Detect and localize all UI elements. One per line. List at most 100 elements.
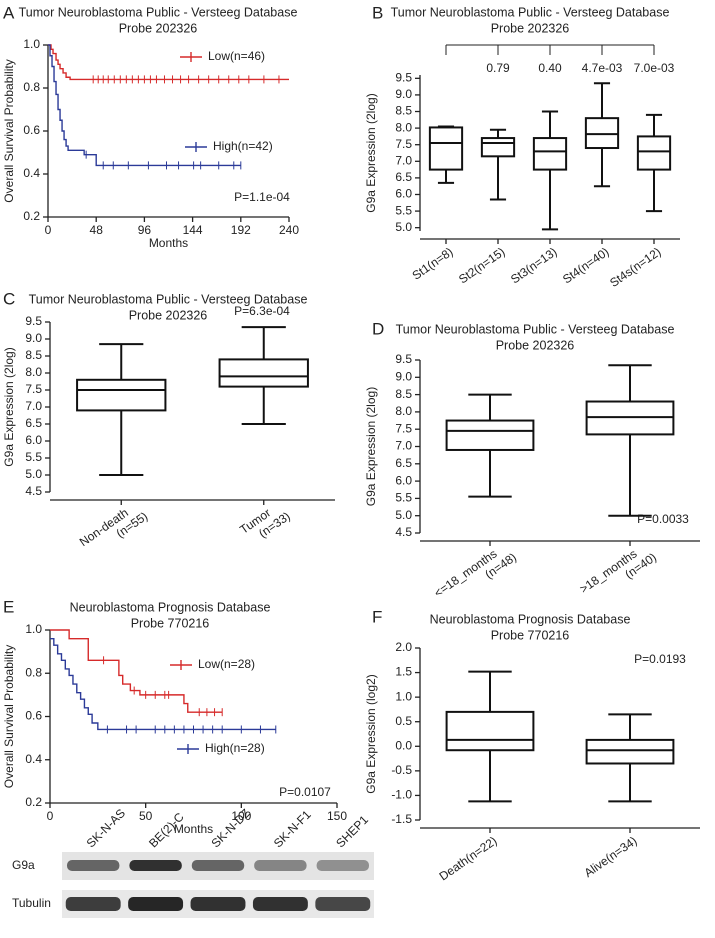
y-tick-label: 5.0 xyxy=(395,508,412,522)
y-tick-label: 6.0 xyxy=(25,433,42,447)
p-value: 0.40 xyxy=(538,61,562,75)
y-axis-label: Overall Survival Probability xyxy=(2,59,16,202)
annotation: P=0.0107 xyxy=(279,785,331,799)
y-axis-label: Overall Survival Probability xyxy=(2,645,16,788)
x-tick-label: 50 xyxy=(139,809,153,823)
box xyxy=(445,710,535,752)
band xyxy=(190,897,246,911)
y-tick-label: 1.0 xyxy=(25,622,42,636)
y-tick-label: -0.5 xyxy=(391,763,412,777)
x-tick-label-group: St2(n=15) xyxy=(456,245,507,287)
x-tick-label: St3(n=13) xyxy=(508,245,559,287)
lane-label: SK-N-F1 xyxy=(271,807,314,850)
y-axis-label: G9a Expression (2log) xyxy=(364,387,378,506)
chart-subtitle: Probe 202326 xyxy=(496,338,575,352)
y-tick-label: 6.0 xyxy=(395,473,412,487)
box xyxy=(636,135,672,171)
x-tick-label: St2(n=15) xyxy=(456,245,507,287)
y-axis-label: G9a Expression (log2) xyxy=(364,674,378,793)
y-tick-label: 7.5 xyxy=(395,137,412,151)
y-tick-label: 1.0 xyxy=(395,689,412,703)
p-value: 7.0e-03 xyxy=(634,61,675,75)
y-tick-label: 0.8 xyxy=(23,80,40,94)
survival-curve xyxy=(50,637,276,731)
y-tick-label: 0.6 xyxy=(25,709,42,723)
x-tick-label: Alive(n=34) xyxy=(582,834,640,880)
x-tick-label: St4(n=40) xyxy=(560,245,611,287)
chart-subtitle: Probe 202326 xyxy=(129,308,208,322)
band xyxy=(315,897,371,911)
y-tick-label: 5.0 xyxy=(25,467,42,481)
y-tick-label: -1.0 xyxy=(391,788,412,802)
y-tick-label: 5.0 xyxy=(395,220,412,234)
x-tick-label-group: <=18_months(n=48) xyxy=(431,547,519,601)
annotation: P=6.3e-04 xyxy=(234,304,290,318)
y-tick-label: 8.0 xyxy=(395,404,412,418)
p-value: 0.79 xyxy=(486,61,510,75)
x-tick-label: 0 xyxy=(47,809,54,823)
band xyxy=(129,860,182,871)
y-tick-label: 6.5 xyxy=(395,170,412,184)
band xyxy=(316,860,370,871)
y-tick-label: 0.4 xyxy=(23,166,40,180)
y-tick-label: 1.0 xyxy=(23,37,40,51)
x-tick-label: 192 xyxy=(231,223,251,237)
box xyxy=(428,126,464,171)
box xyxy=(218,358,309,388)
p-value: 4.7e-03 xyxy=(582,61,623,75)
y-tick-label: 8.0 xyxy=(395,120,412,134)
y-tick-label: 7.0 xyxy=(395,153,412,167)
y-tick-label: 0.2 xyxy=(23,209,40,223)
legend-label: High(n=28) xyxy=(205,741,265,755)
x-tick-label: 48 xyxy=(90,223,104,237)
box xyxy=(445,419,535,451)
x-tick-label: 100 xyxy=(231,809,251,823)
y-tick-label: 0.0 xyxy=(395,738,412,752)
lane-label: SK-N-AS xyxy=(84,806,128,850)
x-tick-label: 150 xyxy=(327,809,347,823)
x-tick-label-group: Tumor(n=33) xyxy=(237,506,293,541)
x-tick-label: 0 xyxy=(45,223,52,237)
y-tick-label: 5.5 xyxy=(395,203,412,217)
band xyxy=(254,860,307,871)
y-tick-label: 0.8 xyxy=(25,665,42,679)
y-tick-label: 4.5 xyxy=(395,525,412,539)
band xyxy=(128,897,184,911)
chart-subtitle: Probe 202326 xyxy=(491,21,570,35)
y-tick-label: 8.5 xyxy=(395,387,412,401)
y-tick-label: 7.0 xyxy=(25,399,42,413)
y-tick-label: 0.2 xyxy=(25,795,42,809)
y-tick-label: 0.6 xyxy=(23,123,40,137)
box xyxy=(480,137,516,158)
y-tick-label: 2.0 xyxy=(395,640,412,654)
y-tick-label: -1.5 xyxy=(391,812,412,826)
band xyxy=(252,897,308,911)
annotation: P=0.0033 xyxy=(637,512,689,526)
x-axis-label: Months xyxy=(149,236,188,250)
x-tick-label-group: St3(n=13) xyxy=(508,245,559,287)
chart-title: Tumor Neuroblastoma Public - Versteeg Da… xyxy=(29,292,308,306)
x-tick-label-group: St4(n=40) xyxy=(560,245,611,287)
row-label: Tubulin xyxy=(12,896,51,910)
x-tick-label: St1(n=8) xyxy=(410,245,456,283)
x-tick-label: 240 xyxy=(279,223,299,237)
y-tick-label: 6.5 xyxy=(25,416,42,430)
y-tick-label: 7.0 xyxy=(395,439,412,453)
x-tick-label: Death(n=22) xyxy=(437,834,500,884)
row-label: G9a xyxy=(12,858,35,872)
chart-subtitle: Probe 202326 xyxy=(119,21,198,35)
x-tick-label: St4s(n=12) xyxy=(607,245,663,290)
survival-curve xyxy=(48,44,241,167)
panel-label: B xyxy=(372,3,383,22)
x-tick-label-group: Alive(n=34) xyxy=(582,834,640,880)
y-tick-label: 8.5 xyxy=(25,348,42,362)
y-tick-label: 9.0 xyxy=(25,331,42,345)
y-tick-label: 6.5 xyxy=(395,456,412,470)
chart-title: Tumor Neuroblastoma Public - Versteeg Da… xyxy=(19,5,298,19)
survival-curve xyxy=(50,629,223,713)
y-axis-label: G9a Expression (2log) xyxy=(364,93,378,212)
y-tick-label: 9.5 xyxy=(25,314,42,328)
y-tick-label: 4.5 xyxy=(25,484,42,498)
